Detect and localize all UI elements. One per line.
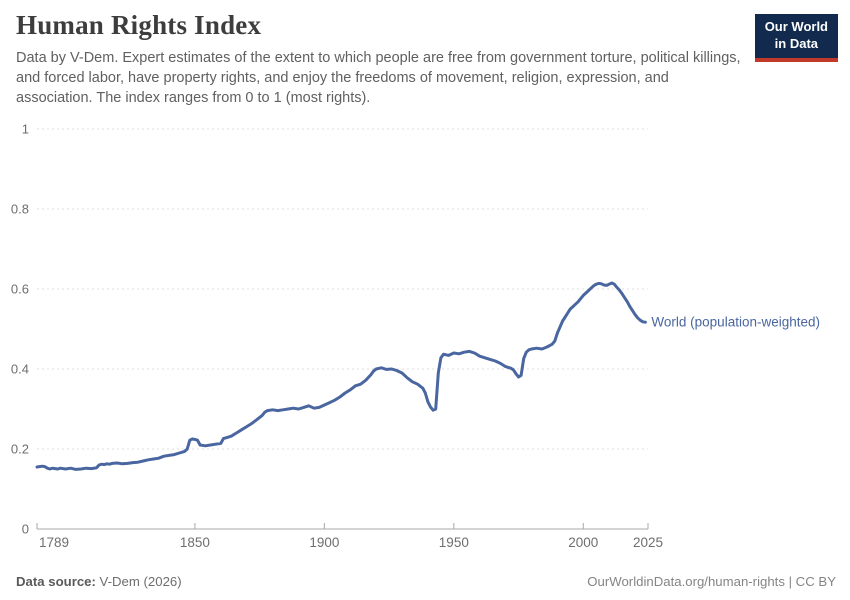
page-title: Human Rights Index — [16, 10, 262, 40]
y-axis-tick-label: 1 — [22, 122, 29, 137]
series-label: World (population-weighted) — [651, 315, 820, 330]
y-axis-tick-label: 0.6 — [11, 282, 29, 297]
y-axis-tick-label: 0 — [22, 522, 29, 537]
x-axis-tick-label: 2025 — [633, 535, 663, 550]
x-axis-tick-label: 1850 — [180, 535, 210, 550]
data-source: Data source: V-Dem (2026) — [16, 574, 182, 589]
x-axis-tick-label: 2000 — [568, 535, 598, 550]
credit-link[interactable]: OurWorldinData.org/human-rights | CC BY — [587, 574, 836, 589]
data-source-label: Data source: — [16, 574, 96, 589]
y-axis-tick-label: 0.4 — [11, 362, 29, 377]
y-axis-tick-label: 0.2 — [11, 442, 29, 457]
chart-footer: Data source: V-Dem (2026) OurWorldinData… — [16, 574, 836, 589]
x-axis-tick-label: 1950 — [439, 535, 469, 550]
chart-header: Human Rights Index Data by V-Dem. Expert… — [16, 10, 755, 108]
owid-logo[interactable]: Our World in Data — [754, 14, 838, 63]
owid-logo-line1: Our World — [764, 19, 828, 34]
y-axis-tick-label: 0.8 — [11, 202, 29, 217]
data-source-value: V-Dem (2026) — [95, 574, 182, 589]
owid-logo-line2: in Data — [774, 35, 819, 51]
x-axis-tick-label: 1900 — [309, 535, 339, 550]
x-axis-tick-label: 1789 — [39, 535, 69, 550]
series-line-world[interactable] — [35, 281, 647, 471]
chart-subtitle: Data by V-Dem. Expert estimates of the e… — [16, 50, 741, 107]
